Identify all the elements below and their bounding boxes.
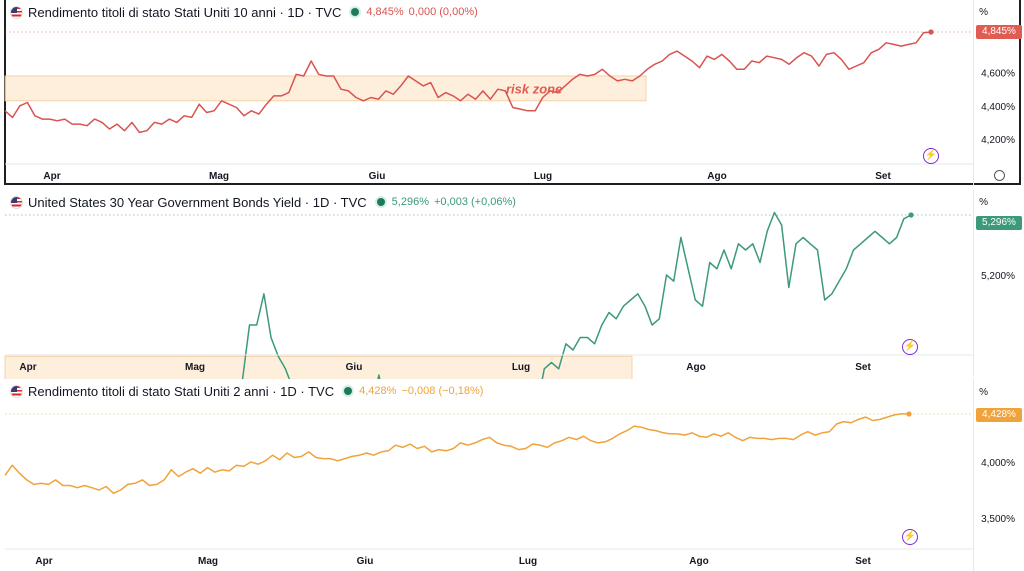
- y-tick-label: 4,400%: [981, 102, 1015, 113]
- x-tick-label: Set: [855, 556, 871, 567]
- last-price-label: 5,296%: [976, 216, 1022, 230]
- chart-plot-2y[interactable]: 3,500% 4,000% Apr Mag Giu Lug Ago Set: [0, 379, 1024, 571]
- x-tick-label: Mag: [198, 556, 218, 567]
- chart-plot-30y[interactable]: risk zone4,800%5,000%5,200%AprMagGiuLugA…: [0, 190, 1024, 532]
- price-axis-unit: %: [979, 197, 988, 208]
- x-tick-label: Mag: [209, 171, 229, 182]
- y-tick-label: 4,600%: [981, 69, 1015, 80]
- last-point-marker[interactable]: [908, 212, 914, 218]
- chart-title[interactable]: Rendimento titoli di stato Stati Uniti 1…: [28, 4, 342, 20]
- chart-panel-30y[interactable]: risk zone4,800%5,000%5,200%AprMagGiuLugA…: [0, 190, 1024, 532]
- chart-header: Rendimento titoli di stato Stati Uniti 2…: [10, 383, 483, 399]
- x-tick-label: Lug: [512, 362, 530, 373]
- price-axis-separator: [973, 190, 974, 376]
- lightning-icon[interactable]: ⚡: [902, 529, 918, 545]
- market-status-icon[interactable]: [351, 8, 360, 16]
- us-flag-icon: [10, 384, 23, 398]
- chart-title[interactable]: United States 30 Year Government Bonds Y…: [28, 194, 367, 210]
- y-tick-label: 3,500%: [981, 514, 1015, 525]
- change-value: +0,003 (+0,06%): [433, 196, 516, 208]
- x-tick-label: Apr: [43, 171, 60, 182]
- x-tick-label: Giu: [369, 171, 386, 182]
- x-tick-label: Set: [875, 171, 891, 182]
- chart-plot-10y[interactable]: risk zone 4,200% 4,400% 4,600% Apr Mag Giu Lug A…: [0, 0, 1024, 187]
- risk-zone-label: risk zone: [506, 81, 562, 96]
- chart-title[interactable]: Rendimento titoli di stato Stati Uniti 2…: [28, 383, 335, 399]
- us-flag-icon: [10, 195, 23, 209]
- x-tick-label: Lug: [534, 171, 552, 182]
- lightning-icon[interactable]: ⚡: [902, 339, 918, 355]
- x-tick-label: Ago: [707, 171, 726, 182]
- x-tick-label: Set: [855, 362, 871, 373]
- change-value: 0,000 (0,00%): [408, 6, 478, 18]
- y-tick-label: 4,200%: [981, 135, 1015, 146]
- price-axis-separator: [973, 0, 974, 185]
- chart-panel-10y[interactable]: risk zone 4,200% 4,400% 4,600% Apr Mag Giu Lug A…: [0, 0, 1024, 187]
- last-point-marker[interactable]: [906, 411, 912, 417]
- price-axis-unit: %: [979, 7, 988, 18]
- price-axis-separator: [973, 379, 974, 571]
- x-tick-label: Lug: [519, 556, 537, 567]
- settings-icon[interactable]: [994, 170, 1005, 181]
- y-tick-label: 4,000%: [981, 458, 1015, 469]
- x-tick-label: Ago: [689, 556, 708, 567]
- y-tick-label: 5,200%: [981, 271, 1015, 282]
- last-price-label: 4,428%: [976, 408, 1022, 422]
- market-status-icon[interactable]: [344, 387, 353, 395]
- last-value: 4,428%: [359, 385, 397, 397]
- market-status-icon[interactable]: [376, 198, 385, 206]
- last-value: 5,296%: [391, 196, 429, 208]
- x-tick-label: Apr: [19, 362, 36, 373]
- price-axis-unit: %: [979, 387, 988, 398]
- last-price-label: 4,845%: [976, 25, 1022, 39]
- x-tick-label: Giu: [346, 362, 363, 373]
- lightning-icon[interactable]: ⚡: [923, 148, 939, 164]
- x-tick-label: Mag: [185, 362, 205, 373]
- series-line[interactable]: [4, 31, 932, 134]
- x-tick-label: Apr: [35, 556, 52, 567]
- x-tick-label: Giu: [357, 556, 374, 567]
- chart-header: Rendimento titoli di stato Stati Uniti 1…: [10, 4, 478, 20]
- last-point-marker[interactable]: [928, 29, 934, 35]
- change-value: −0,008 (−0,18%): [401, 385, 484, 397]
- chart-panel-2y[interactable]: 3,500% 4,000% Apr Mag Giu Lug Ago Set Rendiment…: [0, 379, 1024, 571]
- us-flag-icon: [10, 5, 23, 19]
- x-tick-label: Ago: [686, 362, 705, 373]
- last-value: 4,845%: [366, 6, 404, 18]
- series-line[interactable]: [4, 413, 910, 495]
- chart-header: United States 30 Year Government Bonds Y…: [10, 194, 516, 210]
